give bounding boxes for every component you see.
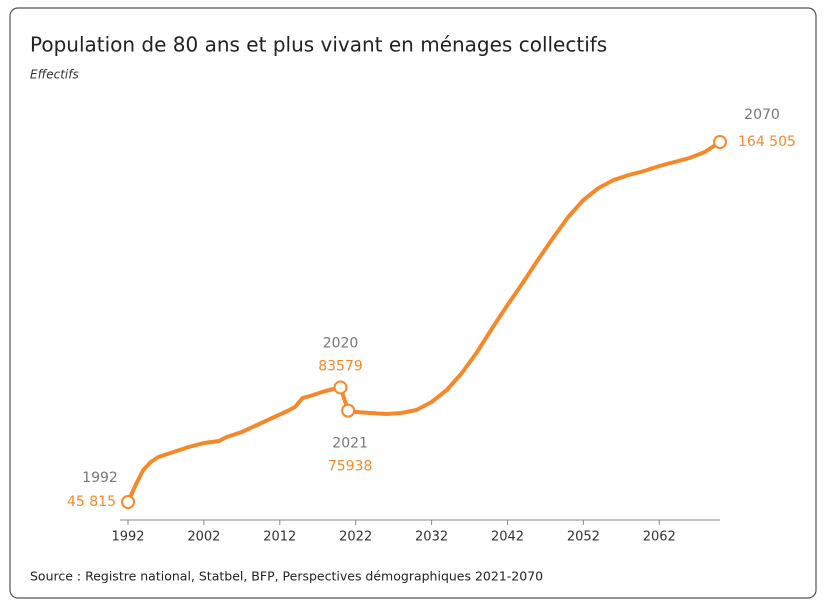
annotation-value: 45 815 bbox=[67, 494, 116, 510]
annotation-value: 83579 bbox=[318, 358, 363, 374]
x-tick-label: 2042 bbox=[491, 530, 524, 545]
chart-frame bbox=[9, 7, 817, 599]
annotation-value: 75938 bbox=[328, 459, 373, 475]
annotation-year: 2020 bbox=[323, 335, 359, 351]
x-tick-label: 1992 bbox=[111, 530, 144, 545]
x-tick-label: 2032 bbox=[415, 530, 448, 545]
annotation-year: 2070 bbox=[744, 107, 780, 123]
x-tick-label: 2012 bbox=[263, 530, 296, 545]
annotation-value: 164 505 bbox=[738, 134, 796, 150]
point-marker bbox=[333, 380, 348, 395]
point-marker bbox=[713, 135, 727, 149]
x-tick-label: 2002 bbox=[187, 530, 220, 545]
x-tick-label: 2022 bbox=[339, 530, 372, 545]
data-line bbox=[126, 140, 722, 504]
x-tick-label: 2062 bbox=[643, 530, 676, 545]
source-note: Source : Registre national, Statbel, BFP… bbox=[30, 569, 543, 584]
chart-subtitle: Effectifs bbox=[30, 68, 79, 82]
x-tick-label: 2052 bbox=[567, 530, 600, 545]
point-marker bbox=[121, 495, 135, 509]
annotation-year: 2021 bbox=[332, 436, 368, 452]
point-marker bbox=[341, 403, 356, 418]
annotation-year: 1992 bbox=[82, 470, 118, 486]
chart-title: Population de 80 ans et plus vivant en m… bbox=[30, 33, 607, 57]
